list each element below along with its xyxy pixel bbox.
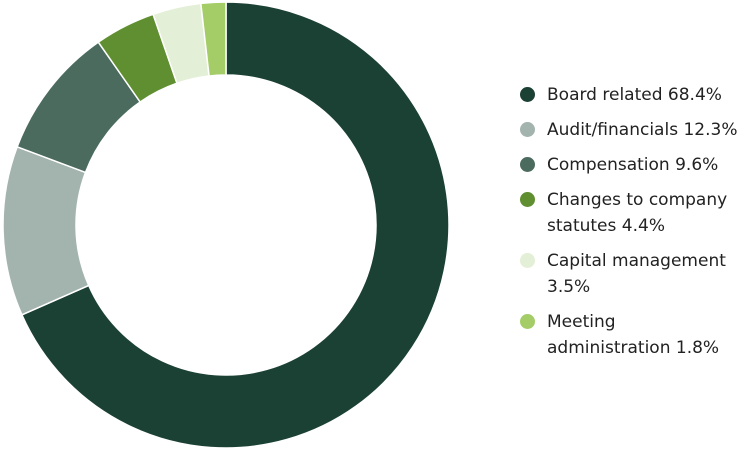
legend-text: Compensation 9.6% [547,152,742,178]
donut-slice [200,1,227,77]
donut-slice [20,1,450,449]
legend-swatch [520,314,535,329]
legend-swatch [520,157,535,172]
chart [2,1,450,449]
legend-label: Capital management [547,251,726,271]
legend: Board related 68.4% Audit/financials 12.3… [517,82,747,370]
legend-item: Changes to company statutes 4.4% [517,187,747,239]
legend-value: 3.5% [547,277,591,297]
legend-value: 9.6% [675,155,719,175]
legend-item: Capital management 3.5% [517,248,747,300]
legend-text: Board related 68.4% [547,82,742,108]
legend-text: Meeting administration 1.8% [547,309,742,361]
legend-value: 1.8% [675,338,720,358]
legend-label: Meeting administration [547,312,671,358]
legend-swatch [520,122,535,137]
legend-label: Audit/financials [547,120,679,140]
legend-item: Audit/financials 12.3% [517,117,747,143]
legend-swatch [520,192,535,207]
legend-text: Audit/financials 12.3% [547,117,742,143]
legend-item: Meeting administration 1.8% [517,309,747,361]
legend-value: 68.4% [667,85,722,105]
legend-value: 12.3% [683,120,738,140]
legend-label: Compensation [547,155,670,175]
legend-value: 4.4% [621,216,665,236]
donut-slice [2,145,90,316]
legend-swatch [520,253,535,268]
legend-text: Changes to company statutes 4.4% [547,187,742,239]
legend-text: Capital management 3.5% [547,248,742,300]
legend-swatch [520,87,535,102]
legend-label: Board related [547,85,663,105]
legend-item: Compensation 9.6% [517,152,747,178]
legend-item: Board related 68.4% [517,82,747,108]
legend-label: Changes to company statutes [547,190,728,236]
